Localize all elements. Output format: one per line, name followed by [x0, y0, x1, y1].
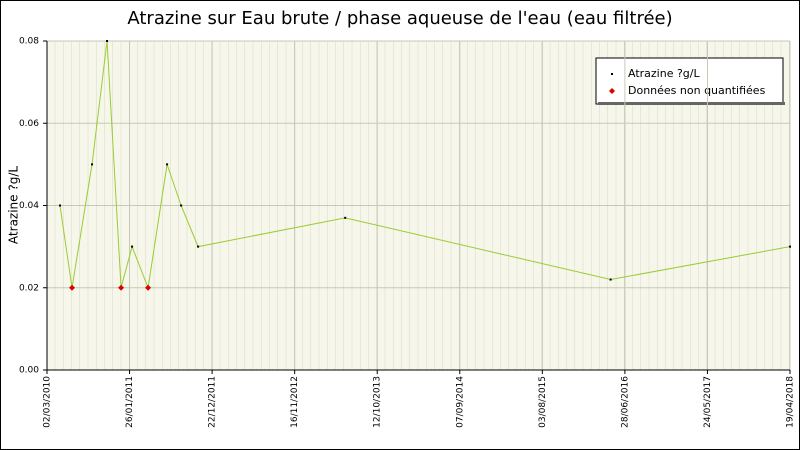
point [609, 278, 612, 281]
point [180, 204, 183, 207]
point [59, 204, 62, 207]
x-tick-label: 12/10/2013 [373, 376, 383, 428]
x-tick-label: 03/08/2015 [538, 376, 548, 428]
x-tick-label: 02/03/2010 [43, 376, 53, 428]
y-axis-title: Atrazine ?g/L [7, 166, 21, 244]
point [69, 284, 76, 291]
y-tick-label: 0.00 [19, 366, 39, 376]
legend-marker [611, 73, 613, 75]
chart-title: Atrazine sur Eau brute / phase aqueuse d… [127, 8, 672, 29]
legend-box [595, 57, 784, 105]
point [197, 245, 200, 248]
y-tick-label: 0.08 [19, 37, 39, 47]
point [106, 40, 109, 42]
x-tick-label: 07/09/2014 [455, 376, 465, 428]
y-tick-label: 0.02 [19, 283, 39, 293]
legend-label: Données non quantifiées [628, 84, 766, 97]
legend: Atrazine ?g/L Données non quantifiées [595, 57, 785, 105]
x-tick-label: 26/01/2011 [125, 376, 135, 428]
y-tick-label: 0.06 [19, 119, 39, 129]
legend-marker [609, 88, 615, 94]
point [91, 163, 94, 166]
legend-shadow [598, 102, 785, 105]
y-tick-label: 0.04 [19, 201, 39, 211]
x-tick-label: 16/11/2012 [290, 376, 300, 428]
legend-label: Atrazine ?g/L [628, 67, 701, 80]
point [344, 216, 347, 219]
point [145, 284, 152, 291]
point [166, 163, 169, 166]
point [789, 245, 791, 248]
x-tick-label: 22/12/2011 [208, 376, 218, 428]
point [118, 284, 125, 291]
x-tick-label: 24/05/2017 [703, 376, 713, 428]
x-tick-label: 28/06/2016 [620, 376, 630, 428]
x-tick-label: 19/04/2018 [786, 376, 796, 428]
point [131, 245, 134, 248]
